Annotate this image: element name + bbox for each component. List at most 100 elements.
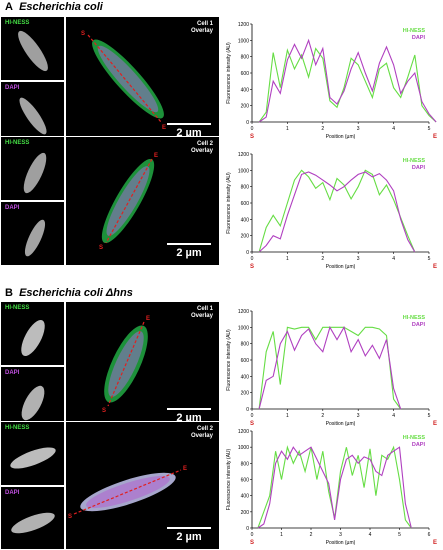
- end-marker: E: [433, 264, 437, 270]
- profile-line: [87, 34, 162, 123]
- start-marker: S: [99, 245, 103, 251]
- overlay-image: E S: [99, 153, 158, 251]
- y-tick-label: 400: [241, 374, 250, 380]
- panel-b-title: B Escherichia coli Δhns: [5, 287, 133, 299]
- series-line-hiness: [258, 326, 402, 410]
- x-tick-label: 6: [428, 532, 431, 538]
- end-marker: E: [154, 153, 158, 159]
- strain-suffix: Δhns: [102, 287, 133, 299]
- cell-image: [18, 30, 48, 72]
- y-axis-label: Fluorescence intensity (AU): [226, 172, 232, 234]
- x-tick-label: 0: [251, 532, 254, 538]
- y-tick-label: 1200: [238, 309, 249, 315]
- microscopy-block-a2: HI-NESS DAPI Cell 2 Overlay E S 2 µm: [0, 136, 220, 266]
- x-tick-label: 2: [321, 126, 324, 132]
- legend-entry: HI-NESS: [403, 28, 426, 34]
- start-marker: S: [250, 134, 254, 140]
- hiness-tile: HI-NESS: [0, 136, 65, 201]
- x-tick-label: 5: [428, 256, 431, 262]
- x-tick-label: 4: [392, 256, 395, 262]
- legend-entry: HI-NESS: [403, 435, 426, 441]
- y-tick-label: 1200: [238, 152, 249, 158]
- x-tick-label: 5: [428, 413, 431, 419]
- y-tick-label: 600: [241, 478, 250, 484]
- hiness-tile: HI-NESS: [0, 421, 65, 486]
- overlay-tile: Cell 2 Overlay S E 2 µm: [65, 421, 220, 550]
- y-tick-label: 800: [241, 55, 250, 61]
- series-line-hiness: [258, 47, 437, 123]
- x-tick-label: 5: [398, 532, 401, 538]
- profile-line: [107, 321, 145, 407]
- x-tick-label: 4: [392, 126, 395, 132]
- x-tick-label: 4: [369, 532, 372, 538]
- start-marker: S: [81, 31, 85, 37]
- y-tick-label: 400: [241, 494, 250, 500]
- overlay-tile: Cell 2 Overlay E S 2 µm: [65, 136, 220, 266]
- legend-entry: DAPI: [412, 35, 426, 41]
- y-tick-label: 0: [246, 526, 249, 532]
- panel-a-title: A Escherichia coli: [5, 1, 103, 13]
- y-tick-label: 1000: [238, 325, 249, 331]
- x-axis-label: Position (µm): [326, 134, 356, 140]
- microscopy-block-b1: HI-NESS DAPI Cell 1 Overlay E S 2 µm: [0, 301, 220, 431]
- intensity-chart-b1: 0 200 400 600 800 1000 1200 0 1 2 3 4 5 Position (µm)…: [226, 309, 437, 427]
- cell-image: [10, 447, 56, 469]
- hiness-tile: HI-NESS: [0, 301, 65, 366]
- series-line-dapi: [258, 171, 416, 253]
- x-tick-label: 1: [286, 256, 289, 262]
- series-line-hiness: [257, 445, 412, 529]
- overlay-caption: Cell 2 Overlay: [190, 141, 213, 154]
- overlay-tile: Cell 1 Overlay E S 2 µm: [65, 301, 220, 431]
- x-tick-label: 0: [251, 256, 254, 262]
- intensity-chart-b2: 0 200 400 600 800 1000 1200 0 1 2 3 4 5 6 Position (µm…: [226, 429, 437, 546]
- y-tick-label: 400: [241, 87, 250, 93]
- end-marker: E: [183, 466, 187, 472]
- y-tick-label: 1000: [238, 38, 249, 44]
- start-marker: S: [102, 408, 106, 414]
- start-marker: S: [250, 264, 254, 270]
- overlay-caption: Cell 1 Overlay: [190, 306, 213, 319]
- series-line-dapi: [257, 446, 412, 529]
- x-tick-label: 3: [339, 532, 342, 538]
- start-marker: S: [250, 421, 254, 427]
- overlay-tile: Cell 1 Overlay S E 2 µm: [65, 16, 220, 146]
- scale-bar: 2 µm: [167, 243, 211, 259]
- x-tick-label: 4: [392, 413, 395, 419]
- panel-letter: A: [5, 1, 13, 13]
- end-marker: E: [433, 540, 437, 546]
- overlay-image: S E: [68, 466, 187, 520]
- y-tick-label: 1000: [238, 445, 249, 451]
- legend-entry: HI-NESS: [403, 158, 426, 164]
- series-line-dapi: [258, 325, 402, 410]
- legend-entry: DAPI: [412, 165, 426, 171]
- dapi-label: DAPI: [5, 205, 20, 211]
- y-axis-label: Fluorescence intensity (AU): [226, 448, 232, 510]
- x-tick-label: 2: [321, 256, 324, 262]
- y-tick-label: 0: [246, 120, 249, 126]
- profile-line: [105, 158, 153, 244]
- x-tick-label: 1: [280, 532, 283, 538]
- microscopy-block-a1: HI-NESS DAPI Cell 1 Overlay S E 2 µm: [0, 16, 220, 146]
- y-tick-label: 800: [241, 185, 250, 191]
- intensity-chart-a2: 0 200 400 600 800 1000 1200 0 1 2 3 4 5 Position (µm)…: [226, 152, 437, 270]
- cell-image: [11, 512, 55, 534]
- end-marker: E: [433, 421, 437, 427]
- hiness-label: HI-NESS: [5, 305, 30, 311]
- x-axis-label: Position (µm): [326, 421, 356, 427]
- y-tick-label: 800: [241, 461, 250, 467]
- x-tick-label: 2: [310, 532, 313, 538]
- end-marker: E: [162, 125, 166, 131]
- start-marker: S: [250, 540, 254, 546]
- microscopy-block-b2: HI-NESS DAPI Cell 2 Overlay S E 2 µm: [0, 421, 220, 550]
- hiness-label: HI-NESS: [5, 20, 30, 26]
- y-tick-label: 200: [241, 234, 250, 240]
- y-tick-label: 600: [241, 358, 250, 364]
- series-line-hiness: [258, 169, 416, 253]
- dapi-label: DAPI: [5, 370, 20, 376]
- end-marker: E: [146, 316, 150, 322]
- panel-letter: B: [5, 287, 13, 299]
- dapi-tile: DAPI: [0, 486, 65, 550]
- organism-name: Escherichia coli: [19, 287, 103, 299]
- dapi-tile: DAPI: [0, 201, 65, 266]
- legend-entry: DAPI: [412, 442, 426, 448]
